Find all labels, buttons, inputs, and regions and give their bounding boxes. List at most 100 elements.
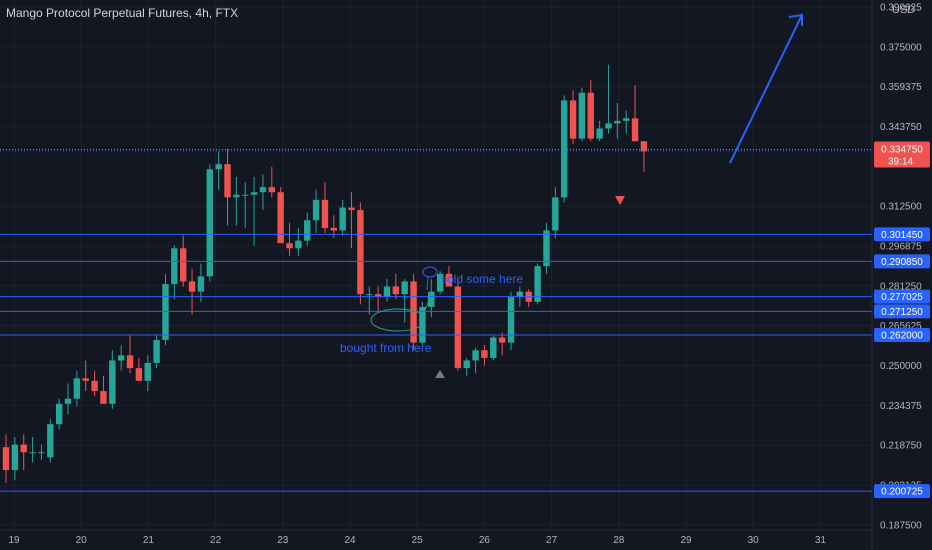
- candle[interactable]: [454, 278, 462, 371]
- candle[interactable]: [295, 227, 302, 256]
- candle-body: [428, 291, 435, 307]
- candle[interactable]: [91, 370, 98, 397]
- projection-arrow-line[interactable]: [729, 14, 803, 164]
- candle[interactable]: [569, 90, 577, 144]
- candle[interactable]: [286, 222, 293, 256]
- level-price-tag-text: 0.262000: [881, 330, 923, 341]
- candle[interactable]: [277, 187, 284, 244]
- annotation-bought-from-here[interactable]: bought from here: [340, 341, 432, 355]
- y-tick-label: 0.390625: [880, 3, 922, 14]
- candle[interactable]: [233, 176, 240, 226]
- candle[interactable]: [153, 334, 160, 369]
- candle[interactable]: [242, 182, 249, 228]
- candle[interactable]: [366, 286, 373, 315]
- candle[interactable]: [401, 278, 408, 323]
- candle[interactable]: [472, 347, 479, 374]
- candle[interactable]: [215, 151, 222, 190]
- candle[interactable]: [596, 120, 603, 142]
- level-price-tag[interactable]: 0.290850: [874, 254, 930, 269]
- candle[interactable]: [259, 174, 267, 211]
- candle[interactable]: [117, 345, 125, 371]
- sold-zone-ellipse[interactable]: [422, 266, 438, 278]
- last-price-tag-bg: [874, 141, 930, 168]
- level-price-tag[interactable]: 0.262000: [874, 327, 930, 342]
- candle[interactable]: [419, 301, 426, 346]
- candle[interactable]: [445, 266, 453, 287]
- candle[interactable]: [135, 357, 143, 381]
- candle-body: [614, 120, 621, 124]
- candle[interactable]: [188, 268, 196, 315]
- candle[interactable]: [436, 271, 444, 295]
- candle[interactable]: [171, 245, 178, 300]
- candle-body: [560, 100, 568, 198]
- level-price-tag[interactable]: 0.271250: [874, 304, 930, 319]
- candle[interactable]: [534, 263, 541, 305]
- candle[interactable]: [20, 434, 27, 471]
- candle[interactable]: [250, 176, 258, 246]
- price-axis-panel[interactable]: [872, 0, 932, 550]
- time-axis-panel[interactable]: [0, 530, 872, 550]
- candle[interactable]: [100, 375, 107, 404]
- candle[interactable]: [357, 202, 364, 305]
- candle[interactable]: [623, 110, 630, 134]
- level-price-tag[interactable]: 0.301450: [874, 227, 930, 242]
- candle[interactable]: [339, 199, 346, 236]
- candle-body: [507, 296, 515, 343]
- candle[interactable]: [206, 164, 213, 282]
- candle[interactable]: [481, 345, 488, 366]
- candle[interactable]: [2, 434, 10, 483]
- bought-zone-ellipse[interactable]: [370, 308, 426, 332]
- candle[interactable]: [109, 350, 116, 409]
- candle[interactable]: [268, 166, 275, 198]
- candle[interactable]: [162, 273, 169, 346]
- candle[interactable]: [525, 289, 532, 307]
- candle[interactable]: [55, 398, 63, 430]
- candle[interactable]: [587, 80, 594, 142]
- level-price-tag-text: 0.277025: [881, 292, 923, 303]
- levels-layer: [0, 149, 872, 492]
- annotation-sold-some-here[interactable]: sold some here: [441, 272, 523, 286]
- candle[interactable]: [321, 182, 329, 234]
- candle[interactable]: [614, 102, 621, 139]
- candle[interactable]: [82, 360, 89, 392]
- candle[interactable]: [428, 278, 435, 318]
- candle[interactable]: [490, 334, 497, 361]
- level-price-tag[interactable]: 0.277025: [874, 289, 930, 304]
- candle-body: [640, 141, 648, 152]
- candle[interactable]: [29, 436, 36, 463]
- candle[interactable]: [374, 286, 382, 313]
- y-tick-label: 0.265625: [880, 321, 922, 332]
- candle[interactable]: [552, 187, 559, 239]
- candle[interactable]: [348, 192, 355, 249]
- candle[interactable]: [383, 278, 391, 302]
- candle[interactable]: [38, 444, 45, 460]
- currency-label[interactable]: USD: [892, 4, 916, 16]
- candle[interactable]: [543, 222, 550, 274]
- candle[interactable]: [11, 436, 19, 481]
- level-price-tag[interactable]: 0.200725: [874, 484, 930, 499]
- candle[interactable]: [507, 291, 515, 351]
- candle-body: [250, 192, 258, 195]
- candle[interactable]: [631, 85, 639, 142]
- candle[interactable]: [605, 64, 612, 134]
- candle[interactable]: [560, 95, 568, 203]
- candle[interactable]: [312, 189, 320, 234]
- candle[interactable]: [410, 273, 417, 351]
- candle-body: [321, 199, 329, 228]
- candle[interactable]: [224, 148, 231, 226]
- candle[interactable]: [47, 419, 54, 463]
- candle[interactable]: [463, 357, 470, 376]
- candle[interactable]: [498, 332, 506, 356]
- candle[interactable]: [578, 87, 586, 142]
- candle[interactable]: [392, 273, 400, 300]
- candle[interactable]: [64, 383, 72, 415]
- candle[interactable]: [126, 334, 134, 374]
- candle[interactable]: [144, 355, 151, 392]
- candle[interactable]: [197, 263, 205, 302]
- candle[interactable]: [304, 212, 311, 246]
- candle[interactable]: [73, 370, 81, 407]
- candle[interactable]: [640, 141, 648, 172]
